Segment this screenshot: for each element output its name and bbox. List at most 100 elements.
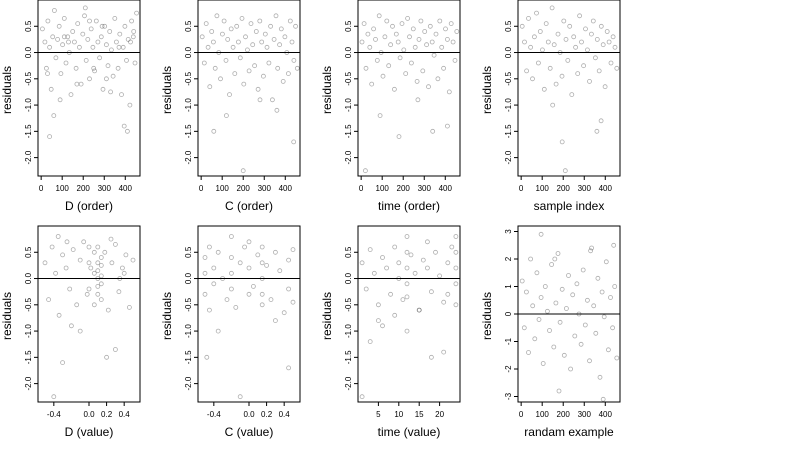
data-point (371, 26, 377, 32)
x-axis-label: time (order) (378, 199, 440, 213)
y-axis-label: residuals (320, 66, 334, 114)
data-point (559, 286, 565, 292)
data-point (126, 304, 132, 310)
y-axis-label: residuals (160, 292, 174, 340)
y-tick-label: -0.5 (184, 297, 193, 311)
data-point (120, 265, 125, 271)
data-point (64, 239, 70, 245)
data-point (77, 44, 82, 50)
data-point (246, 68, 252, 74)
data-point (257, 97, 263, 103)
data-point (289, 39, 295, 45)
data-point (42, 260, 48, 266)
data-point (600, 42, 606, 48)
data-point (98, 34, 104, 40)
data-point (125, 128, 130, 134)
data-point (563, 37, 569, 42)
data-point (380, 73, 386, 79)
data-point (134, 10, 140, 16)
data-point (271, 37, 277, 42)
data-point (262, 31, 268, 37)
y-tick-label: -2.0 (24, 150, 33, 164)
data-point (124, 58, 129, 63)
data-point (424, 42, 430, 48)
residual-panel: 0 100 200 300 400 0.5 0.0 -0.5 -1.0 -1.5 -2.0 C (or… (160, 0, 301, 213)
data-point (108, 236, 114, 242)
data-point (532, 34, 537, 40)
data-point (400, 297, 406, 303)
data-point (259, 39, 265, 45)
x-axis-label: time (value) (378, 425, 441, 439)
data-point (431, 52, 437, 58)
data-point (215, 249, 221, 255)
data-point (581, 63, 586, 69)
data-point (371, 270, 377, 276)
data-point (593, 330, 599, 336)
data-point (86, 260, 92, 266)
data-point (568, 366, 573, 372)
data-point (49, 244, 55, 250)
data-point (362, 168, 368, 174)
data-point (445, 260, 451, 266)
data-point (204, 354, 210, 360)
y-tick-label: -0.5 (344, 297, 353, 311)
data-point (87, 18, 92, 24)
data-point (401, 47, 407, 53)
data-point (610, 34, 616, 40)
data-point (532, 336, 538, 342)
data-point (269, 97, 275, 103)
residual-panel: -0.4 0.0 0.2 0.4 0.5 0.0 -0.5 -1.0 -1.5 -2.0 C (va… (160, 225, 301, 439)
x-tick-label: 0.0 (83, 410, 95, 419)
data-point (44, 65, 49, 71)
data-point (114, 39, 119, 45)
x-tick-label: 200 (557, 410, 571, 419)
data-point (95, 291, 101, 297)
data-point (104, 42, 109, 48)
data-point (286, 365, 292, 371)
data-point (569, 92, 575, 97)
data-point (130, 257, 136, 263)
data-point (567, 23, 573, 29)
data-point (87, 76, 92, 82)
data-point (388, 291, 394, 297)
data-point (53, 270, 58, 276)
y-tick-label: -2.0 (24, 376, 33, 390)
data-point (412, 44, 418, 50)
data-point (268, 23, 274, 29)
data-point (56, 23, 62, 29)
data-point (211, 281, 217, 287)
data-point (215, 328, 221, 334)
data-point (596, 68, 602, 74)
x-tick-label: 100 (536, 410, 550, 419)
data-point (100, 86, 106, 92)
data-point (375, 302, 381, 308)
data-point (545, 39, 551, 45)
y-tick-label: -2 (504, 365, 513, 373)
data-point (66, 39, 71, 45)
data-point (551, 344, 557, 350)
data-point (207, 84, 213, 90)
y-tick-label: -1.5 (504, 124, 513, 138)
data-point (450, 39, 456, 45)
data-point (536, 60, 541, 66)
data-point (391, 86, 397, 92)
data-point (449, 244, 455, 250)
data-point (612, 44, 618, 50)
data-point (74, 302, 80, 308)
data-point (598, 23, 604, 29)
x-tick-label: 400 (599, 184, 613, 193)
data-point (218, 76, 223, 82)
data-point (55, 37, 60, 42)
data-point (556, 388, 562, 394)
x-tick-label: 400 (599, 410, 613, 419)
data-point (597, 374, 603, 380)
plot-frame (517, 0, 621, 177)
data-point (108, 89, 113, 95)
data-point (97, 55, 102, 61)
y-tick-label: 3 (504, 229, 513, 234)
data-point (51, 113, 57, 118)
data-point (291, 139, 297, 145)
y-tick-label: -0.5 (184, 71, 193, 85)
data-point (420, 257, 426, 263)
data-point (570, 292, 576, 298)
